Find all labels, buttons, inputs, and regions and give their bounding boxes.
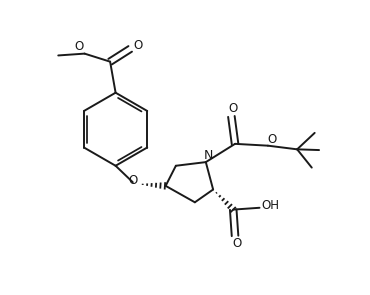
Text: O: O bbox=[128, 174, 137, 187]
Text: O: O bbox=[267, 132, 276, 146]
Text: O: O bbox=[134, 39, 143, 52]
Text: O: O bbox=[232, 237, 242, 250]
Text: OH: OH bbox=[262, 199, 279, 212]
Text: O: O bbox=[229, 102, 238, 115]
Text: N: N bbox=[204, 149, 213, 162]
Text: O: O bbox=[74, 40, 84, 53]
